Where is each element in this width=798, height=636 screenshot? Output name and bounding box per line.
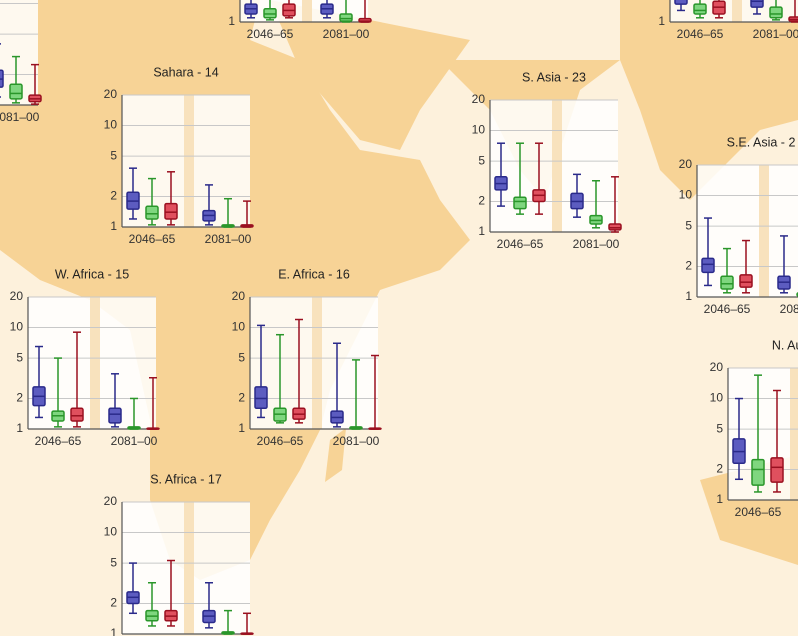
y-tick-label: 10 — [104, 525, 118, 539]
box — [145, 205, 159, 220]
southeast-asia — [620, 0, 798, 200]
y-tick-label: 2 — [110, 596, 117, 610]
x-tick-label: 2046–65 — [129, 232, 176, 246]
x-tick-label: 2081–00 — [0, 110, 40, 124]
box — [674, 0, 688, 5]
x-tick-label: 2081–00 — [111, 434, 158, 448]
plot-band — [184, 95, 194, 227]
y-tick-label: 1 — [716, 492, 723, 506]
x-tick-label: 2046–65 — [257, 434, 304, 448]
y-tick-label: 20 — [104, 494, 118, 508]
y-tick-label: 10 — [472, 123, 486, 137]
x-tick-label: 2046–65 — [735, 505, 782, 519]
y-tick-label: 5 — [685, 218, 692, 232]
y-tick-label: 20 — [710, 360, 724, 374]
plot-band — [312, 297, 322, 429]
y-tick-label: 20 — [232, 289, 246, 303]
x-tick-label: 2046–65 — [247, 27, 294, 41]
box — [769, 6, 783, 19]
y-tick-label: 10 — [232, 320, 246, 334]
y-tick-label: 5 — [238, 350, 245, 364]
box — [751, 458, 765, 486]
africa — [0, 0, 470, 580]
chart-title: N. Aust — [772, 338, 798, 352]
x-tick-label: 2046–65 — [35, 434, 82, 448]
x-tick-label: 2046–65 — [677, 27, 724, 41]
chart-title: Sahara - 14 — [153, 65, 218, 79]
arabia — [270, 0, 470, 150]
y-tick-label: 20 — [10, 289, 24, 303]
y-tick-label: 5 — [110, 148, 117, 162]
x-tick-label: 2081–00 — [753, 27, 798, 41]
box — [608, 223, 622, 231]
box — [701, 257, 715, 274]
box — [108, 407, 122, 424]
chart-title: S. Africa - 17 — [150, 472, 222, 486]
plot-band — [184, 502, 194, 634]
y-tick-label: 1 — [658, 14, 665, 28]
y-tick-label: 1 — [685, 289, 692, 303]
y-tick-label: 2 — [16, 391, 23, 405]
y-tick-label: 10 — [104, 118, 118, 132]
y-tick-label: 10 — [710, 391, 724, 405]
box — [720, 275, 734, 290]
plot-band — [552, 100, 562, 232]
y-tick-label: 10 — [10, 320, 24, 334]
y-tick-label: 20 — [104, 87, 118, 101]
box — [693, 3, 707, 15]
box — [70, 407, 84, 422]
y-tick-label: 5 — [478, 153, 485, 167]
chart-title: S. Asia - 23 — [522, 70, 586, 84]
box — [164, 202, 178, 220]
box — [739, 274, 753, 288]
y-tick-label: 1 — [228, 14, 235, 28]
plot-band — [732, 0, 742, 22]
y-tick-label: 20 — [679, 157, 693, 171]
y-tick-label: 10 — [679, 188, 693, 202]
chart-title: E. Africa - 16 — [278, 267, 350, 281]
plot-band — [759, 165, 769, 297]
y-tick-label: 1 — [16, 421, 23, 435]
y-tick-label: 5 — [16, 350, 23, 364]
y-tick-label: 5 — [110, 555, 117, 569]
y-tick-label: 1 — [110, 219, 117, 233]
x-tick-label: 2081–00 — [780, 302, 798, 316]
madagascar — [325, 428, 346, 482]
y-tick-label: 2 — [238, 391, 245, 405]
y-tick-label: 2 — [110, 189, 117, 203]
chart-title: S.E. Asia - 2 — [727, 135, 796, 149]
y-tick-label: 1 — [478, 224, 485, 238]
x-tick-label: 2081–00 — [573, 237, 620, 251]
box — [9, 83, 23, 100]
y-tick-label: 2 — [716, 462, 723, 476]
y-tick-label: 1 — [238, 421, 245, 435]
x-tick-label: 2081–00 — [333, 434, 380, 448]
x-tick-label: 2081–00 — [205, 232, 252, 246]
y-tick-label: 1 — [110, 626, 117, 636]
y-tick-label: 5 — [716, 421, 723, 435]
plot-band — [302, 0, 312, 22]
x-tick-label: 2046–65 — [497, 237, 544, 251]
y-tick-label: 2 — [685, 259, 692, 273]
y-tick-label: 2 — [478, 194, 485, 208]
box — [770, 457, 784, 483]
x-tick-label: 2081–00 — [323, 27, 370, 41]
y-tick-label: 20 — [472, 92, 486, 106]
box — [254, 386, 268, 410]
box — [513, 196, 527, 210]
box — [339, 13, 353, 22]
x-tick-label: 2046–65 — [704, 302, 751, 316]
chart-title: W. Africa - 15 — [55, 267, 129, 281]
plot-band — [90, 297, 100, 429]
plot-band — [790, 368, 798, 500]
